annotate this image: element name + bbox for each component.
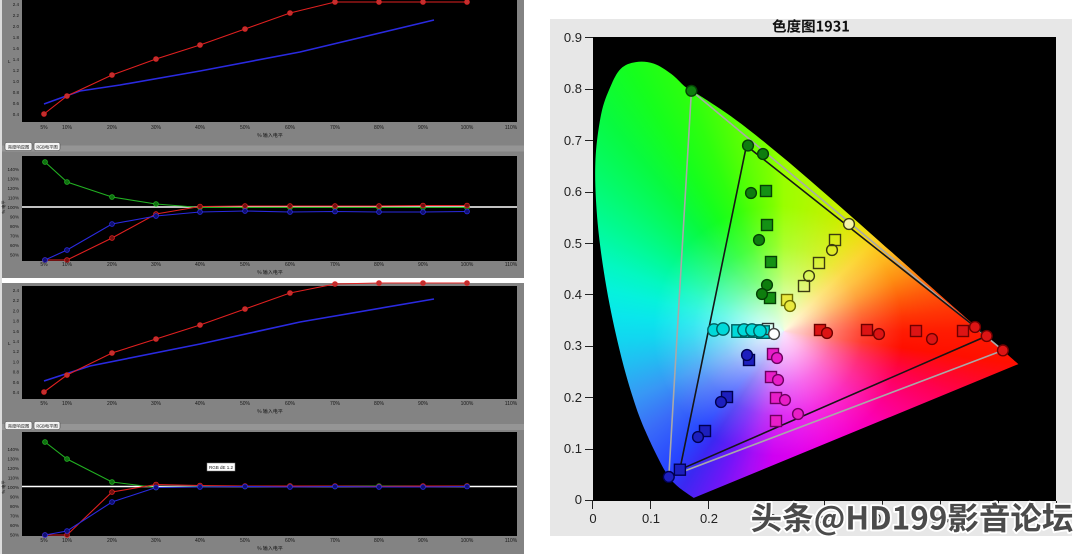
svg-text:30%: 30% [151,262,162,268]
svg-text:1.4: 1.4 [13,57,20,62]
svg-text:70%: 70% [10,234,19,239]
svg-text:40%: 40% [195,125,206,131]
svg-text:60%: 60% [285,401,296,407]
svg-text:110%: 110% [505,262,518,268]
svg-text:0.8: 0.8 [13,90,20,95]
svg-text:10%: 10% [62,262,73,268]
svg-text:30%: 30% [151,538,162,544]
svg-text:0.4: 0.4 [13,112,20,117]
svg-text:40%: 40% [195,538,206,544]
svg-text:RGB dE 1.2: RGB dE 1.2 [209,465,234,470]
svg-text:40%: 40% [195,401,206,407]
svg-text:5%: 5% [40,538,48,544]
svg-text:60%: 60% [285,262,296,268]
svg-text:100%: 100% [7,485,19,490]
svg-text:5%: 5% [40,262,48,268]
svg-text:20%: 20% [107,401,118,407]
svg-text:1.0: 1.0 [13,79,20,84]
svg-text:90%: 90% [10,215,19,220]
svg-text:2.4: 2.4 [13,2,20,7]
svg-text:70%: 70% [330,538,341,544]
svg-text:20%: 20% [107,538,118,544]
svg-text:50%: 50% [240,538,251,544]
svg-text:1.8: 1.8 [13,319,20,324]
svg-text:5%: 5% [40,125,48,131]
svg-text:140%: 140% [7,167,19,172]
svg-text:0.4: 0.4 [13,390,20,395]
svg-text:L: L [8,59,11,64]
svg-text:60%: 60% [10,523,19,528]
svg-text:0.6: 0.6 [13,101,20,106]
svg-text:60%: 60% [285,538,296,544]
svg-text:10%: 10% [62,125,73,131]
svg-text:110%: 110% [505,125,518,131]
svg-text:50%: 50% [240,125,251,131]
svg-text:0.8: 0.8 [13,370,20,375]
svg-text:2.4: 2.4 [13,288,20,293]
svg-text:2.2: 2.2 [13,298,20,303]
svg-text:50%: 50% [240,401,251,407]
svg-text:50%: 50% [10,533,19,538]
svg-text:1.2: 1.2 [13,68,20,73]
svg-text:1.6: 1.6 [13,329,20,334]
svg-text:50%: 50% [10,253,19,258]
svg-text:110%: 110% [505,401,518,407]
svg-text:20%: 20% [107,125,118,131]
svg-text:80%: 80% [10,504,19,509]
svg-text:100%: 100% [461,401,474,407]
svg-text:90%: 90% [418,538,429,544]
svg-text:L: L [8,341,11,346]
svg-text:100%: 100% [7,205,19,210]
svg-text:80%: 80% [374,125,385,131]
svg-text:70%: 70% [330,125,341,131]
svg-text:110%: 110% [505,538,518,544]
svg-text:30%: 30% [151,125,162,131]
svg-text:2.0: 2.0 [13,308,20,313]
svg-text:90%: 90% [418,401,429,407]
svg-text:100%: 100% [461,125,474,131]
svg-text:130%: 130% [7,457,19,462]
svg-text:1.4: 1.4 [13,339,20,344]
svg-text:130%: 130% [7,177,19,182]
svg-text:90%: 90% [418,125,429,131]
svg-text:1.0: 1.0 [13,359,20,364]
svg-text:80%: 80% [374,262,385,268]
svg-text:60%: 60% [285,125,296,131]
svg-text:50%: 50% [240,262,251,268]
svg-text:110%: 110% [8,196,19,201]
svg-text:10%: 10% [62,401,73,407]
svg-text:10%: 10% [62,538,73,544]
svg-text:90%: 90% [10,495,19,500]
svg-text:0.6: 0.6 [13,380,20,385]
svg-text:140%: 140% [7,447,19,452]
svg-text:100%: 100% [461,538,474,544]
svg-text:70%: 70% [330,262,341,268]
svg-text:120%: 120% [7,186,19,191]
svg-text:5%: 5% [40,401,48,407]
svg-text:1.2: 1.2 [13,349,20,354]
svg-text:70%: 70% [10,514,19,519]
svg-text:2.0: 2.0 [13,24,20,29]
svg-text:110%: 110% [8,476,19,481]
svg-text:40%: 40% [195,262,206,268]
svg-text:80%: 80% [374,401,385,407]
svg-text:90%: 90% [418,262,429,268]
svg-text:60%: 60% [10,243,19,248]
svg-text:20%: 20% [107,262,118,268]
svg-text:1.8: 1.8 [13,35,20,40]
svg-text:30%: 30% [151,401,162,407]
svg-text:70%: 70% [330,401,341,407]
svg-text:100%: 100% [461,262,474,268]
svg-text:1.6: 1.6 [13,46,20,51]
svg-text:2.2: 2.2 [13,13,20,18]
svg-text:120%: 120% [7,466,19,471]
svg-text:80%: 80% [10,224,19,229]
svg-text:80%: 80% [374,538,385,544]
